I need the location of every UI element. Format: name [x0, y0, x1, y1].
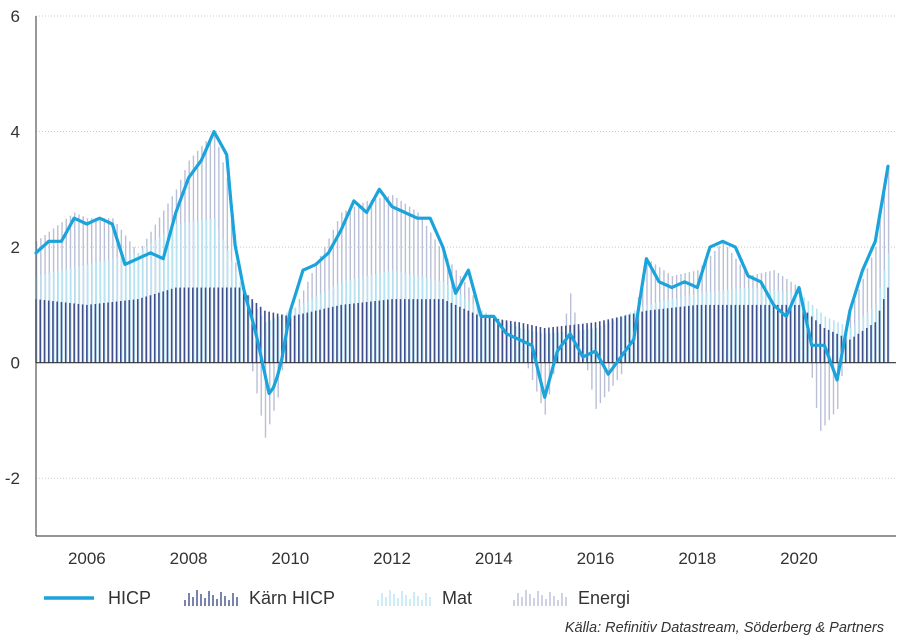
x-tick-label: 2012: [373, 549, 411, 568]
x-tick-label: 2014: [475, 549, 513, 568]
y-tick-label: 6: [11, 7, 20, 26]
y-tick-label: 2: [11, 238, 20, 257]
x-tick-label: 2020: [780, 549, 818, 568]
x-tick-label: 2010: [271, 549, 309, 568]
legend-swatch-food: [377, 590, 431, 606]
source-note: Källa: Refinitiv Datastream, Söderberg &…: [564, 620, 884, 636]
axes: [35, 16, 896, 537]
legend-swatch-core: [184, 590, 238, 606]
x-tick-label: 2018: [678, 549, 716, 568]
x-tick-label: 2006: [68, 549, 106, 568]
hicp-line: [34, 130, 890, 399]
x-tick-label: 2016: [577, 549, 615, 568]
hicp-line-layer: [34, 130, 890, 399]
gridlines: [36, 15, 896, 479]
x-tick-label: 2008: [170, 549, 208, 568]
food-bars: [36, 218, 890, 363]
y-tick-label: -2: [5, 469, 20, 488]
legend: HICP Kärn HICP Mat Energi: [44, 588, 630, 608]
legend-label-energy: Energi: [578, 588, 630, 608]
legend-label-hicp: HICP: [108, 588, 151, 608]
core-bars: [35, 287, 889, 363]
y-tick-label: 0: [11, 354, 20, 373]
legend-label-food: Mat: [442, 588, 472, 608]
legend-swatch-energy: [513, 590, 567, 606]
y-tick-label: 4: [11, 123, 20, 142]
legend-label-core: Kärn HICP: [249, 588, 335, 608]
x-tick-labels: 2006 2008 2010 2012 2014 2016 2018 2020: [68, 549, 818, 568]
y-tick-labels: 6 4 2 0 -2: [5, 7, 20, 488]
